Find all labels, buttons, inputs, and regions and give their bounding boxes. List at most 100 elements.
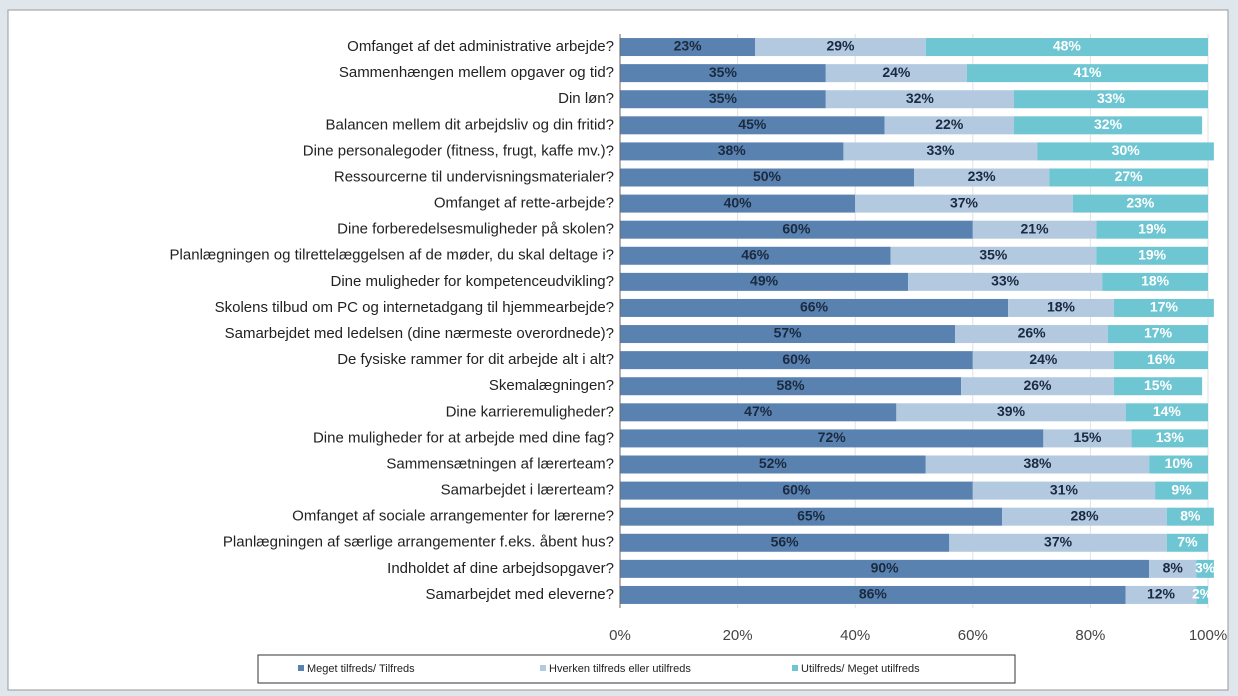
bar-segment — [1096, 220, 1208, 239]
value-label: 23% — [1126, 194, 1155, 210]
value-label: 60% — [782, 220, 811, 236]
bar-segment — [972, 220, 1097, 239]
value-label: 38% — [718, 142, 747, 158]
bar-segment — [1196, 559, 1214, 578]
bar-segment — [620, 455, 926, 474]
bar-segment — [620, 142, 844, 161]
y-tick-label: De fysiske rammer for dit arbejde alt i … — [337, 351, 614, 368]
value-label: 40% — [724, 194, 753, 210]
bar-segment — [620, 220, 973, 239]
value-label: 57% — [774, 325, 803, 341]
bar-segment — [620, 90, 826, 109]
x-tick-label: 60% — [958, 627, 988, 644]
y-tick-label: Sammenhængen mellem opgaver og tid? — [339, 64, 614, 81]
bar-segment — [925, 455, 1150, 474]
y-tick-label: Ressourcerne til undervisningsmaterialer… — [334, 168, 614, 185]
bar-segment — [620, 272, 909, 291]
bar-segment — [620, 533, 950, 552]
bar-segment — [1102, 272, 1208, 291]
bar-segment — [620, 429, 1044, 448]
bar-segment — [1013, 90, 1208, 109]
value-label: 33% — [1097, 90, 1126, 106]
bar-segment — [914, 168, 1050, 187]
legend-label: Utilfreds/ Meget utilfreds — [801, 663, 920, 675]
bar-segment — [620, 246, 891, 265]
y-tick-label: Balancen mellem dit arbejdsliv og din fr… — [326, 116, 614, 133]
bar-segment — [620, 507, 1003, 526]
y-tick-label: Planlægningen og tilrettelæggelsen af de… — [170, 247, 614, 264]
legend-label: Meget tilfreds/ Tilfreds — [307, 663, 415, 675]
y-tick-label: Din løn? — [558, 90, 614, 107]
value-label: 32% — [1094, 116, 1123, 132]
bar-segment — [620, 116, 885, 135]
value-label: 72% — [818, 429, 847, 445]
bar-segment — [1125, 585, 1197, 604]
value-label: 65% — [797, 507, 826, 523]
value-label: 15% — [1073, 429, 1102, 445]
legend-swatch — [298, 665, 304, 671]
bar-segment — [890, 246, 1097, 265]
bar-segment — [1166, 533, 1208, 552]
y-tick-label: Dine karrieremuligheder? — [446, 403, 614, 420]
bar-segment — [1049, 168, 1208, 187]
bar-segment — [961, 377, 1114, 396]
value-label: 32% — [906, 90, 935, 106]
bar-segment — [972, 351, 1114, 370]
bar-segment — [955, 325, 1109, 344]
value-label: 35% — [709, 64, 738, 80]
bar-segment — [925, 38, 1208, 57]
bar-segment — [1108, 325, 1208, 344]
bar-segment — [620, 64, 826, 83]
value-label: 7% — [1177, 533, 1198, 549]
y-tick-label: Skemalægningen? — [489, 377, 614, 394]
bar-segment — [755, 38, 926, 57]
value-label: 50% — [753, 168, 782, 184]
value-label: 13% — [1156, 429, 1185, 445]
legend-label: Hverken tilfreds eller utilfreds — [549, 663, 691, 675]
value-label: 39% — [997, 403, 1026, 419]
value-label: 60% — [782, 351, 811, 367]
bar-segment — [620, 585, 1126, 604]
legend-swatch — [792, 665, 798, 671]
value-label: 48% — [1053, 38, 1082, 54]
y-tick-label: Omfanget af rette-arbejde? — [434, 195, 614, 212]
x-tick-label: 100% — [1189, 627, 1227, 644]
bar-segment — [1013, 116, 1203, 135]
y-tick-label: Samarbejdet i lærerteam? — [441, 482, 614, 499]
bar-segment — [620, 168, 914, 187]
value-label: 28% — [1071, 507, 1100, 523]
bar-segment — [1196, 585, 1208, 604]
bar-segment — [908, 272, 1103, 291]
x-tick-label: 0% — [609, 627, 631, 644]
bar-segment — [620, 194, 856, 213]
y-tick-label: Samarbejdet med ledelsen (dine nærmeste … — [225, 325, 614, 342]
value-label: 24% — [1029, 351, 1058, 367]
value-label: 35% — [979, 246, 1008, 262]
bar-segment — [825, 90, 1014, 109]
bar-segment — [1155, 481, 1208, 500]
bar-segment — [620, 298, 1009, 317]
value-label: 17% — [1150, 299, 1179, 315]
bar-segment — [843, 142, 1038, 161]
bar-segment — [1166, 507, 1214, 526]
y-tick-label: Dine personalegoder (fitness, frugt, kaf… — [303, 142, 614, 159]
bar-segment — [620, 377, 962, 396]
value-label: 18% — [1141, 273, 1170, 289]
bar-segment — [1072, 194, 1208, 213]
bar-segment — [855, 194, 1073, 213]
value-label: 47% — [744, 403, 773, 419]
value-label: 33% — [926, 142, 955, 158]
bar-segment — [966, 64, 1208, 83]
value-label: 15% — [1144, 377, 1173, 393]
bar-segment — [949, 533, 1167, 552]
y-tick-label: Skolens tilbud om PC og internetadgang t… — [215, 299, 614, 316]
bar-segment — [620, 38, 756, 57]
bar-segment — [1002, 507, 1167, 526]
bar-segment — [1149, 455, 1208, 474]
y-tick-label: Omfanget af sociale arrangementer for læ… — [292, 508, 614, 525]
value-label: 8% — [1163, 560, 1184, 576]
bar-segment — [825, 64, 967, 83]
value-label: 41% — [1073, 64, 1102, 80]
x-tick-label: 80% — [1075, 627, 1105, 644]
